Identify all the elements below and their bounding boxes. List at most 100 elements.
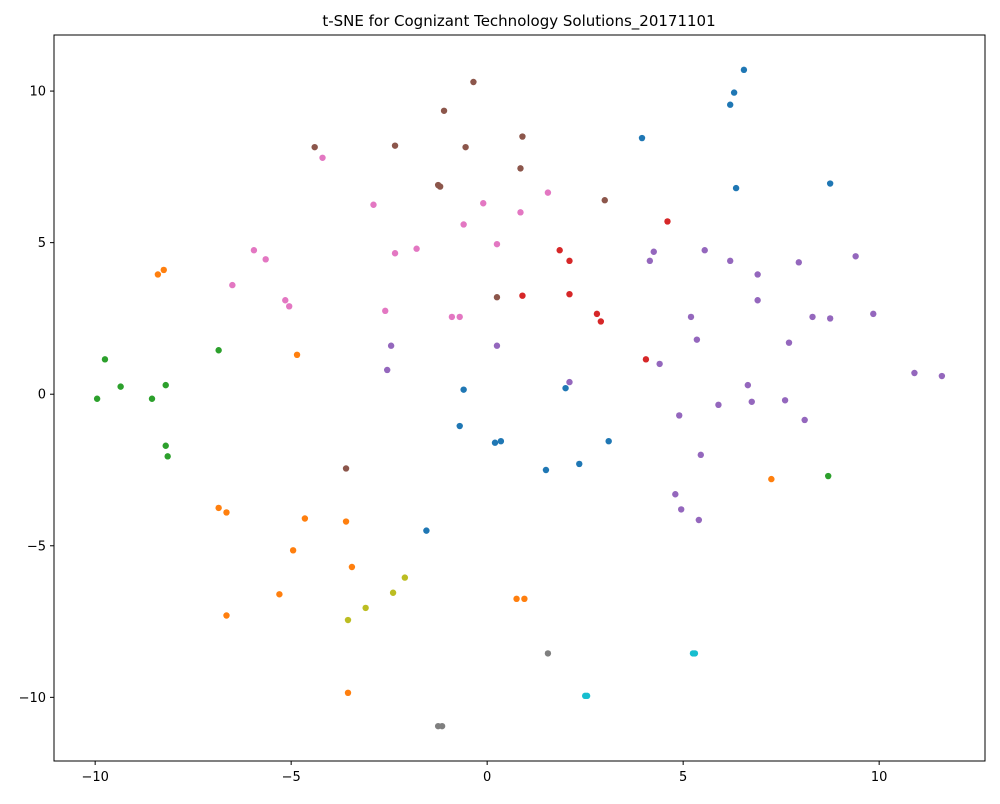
- x-tick-label: 0: [483, 770, 491, 785]
- data-point: [262, 256, 269, 263]
- series-2: [93, 347, 832, 480]
- data-point: [650, 248, 657, 255]
- data-point: [697, 451, 704, 459]
- data-point: [517, 165, 524, 172]
- chart-title: t-SNE for Cognizant Technology Solutions…: [322, 12, 715, 31]
- data-point: [672, 491, 679, 498]
- data-point: [423, 527, 430, 534]
- data-point: [286, 303, 293, 310]
- data-point: [493, 294, 501, 301]
- data-point: [164, 453, 171, 460]
- data-point: [276, 591, 283, 598]
- data-point: [519, 292, 526, 299]
- data-point: [754, 297, 761, 304]
- data-point: [456, 422, 463, 430]
- data-point: [470, 78, 477, 86]
- data-point: [440, 107, 448, 114]
- data-point: [727, 101, 734, 108]
- series-8: [344, 574, 409, 624]
- plot-area-frame: [53, 34, 986, 762]
- data-point: [809, 313, 816, 321]
- data-point: [148, 395, 156, 402]
- data-point: [289, 547, 297, 554]
- data-point: [795, 259, 802, 266]
- data-point: [768, 475, 775, 483]
- data-point: [250, 247, 258, 254]
- data-point: [301, 515, 309, 522]
- data-point: [101, 356, 109, 363]
- data-point: [542, 466, 550, 474]
- data-point: [384, 366, 391, 374]
- data-point: [344, 616, 352, 624]
- series-5: [311, 78, 608, 472]
- data-point: [852, 253, 859, 260]
- data-point: [480, 200, 487, 207]
- data-point: [223, 612, 230, 619]
- data-points: [93, 66, 946, 730]
- y-tick-label: 0: [38, 388, 46, 403]
- data-point: [870, 310, 877, 318]
- data-point: [583, 692, 591, 700]
- data-point: [676, 412, 683, 419]
- data-point: [513, 595, 520, 603]
- data-point: [493, 342, 501, 349]
- data-point: [732, 184, 740, 192]
- data-point: [282, 297, 289, 304]
- series-3: [519, 218, 671, 363]
- data-point: [744, 381, 752, 389]
- data-point: [434, 722, 442, 730]
- data-point: [562, 384, 569, 392]
- data-point: [362, 604, 369, 612]
- data-point: [160, 266, 167, 274]
- data-point: [664, 218, 671, 225]
- data-point: [730, 89, 738, 96]
- data-point: [460, 221, 467, 228]
- data-point: [593, 310, 601, 318]
- data-point: [448, 313, 456, 321]
- data-point: [93, 395, 101, 402]
- data-point: [544, 650, 552, 657]
- data-point: [597, 318, 605, 325]
- x-tick-label: 10: [871, 770, 888, 785]
- data-point: [801, 416, 808, 424]
- data-point: [781, 397, 789, 404]
- data-point: [311, 143, 318, 151]
- data-point: [117, 383, 124, 390]
- y-tick-label: −10: [19, 691, 46, 706]
- data-point: [348, 563, 356, 571]
- data-point: [566, 378, 573, 386]
- data-point: [344, 689, 352, 696]
- data-point: [436, 183, 444, 190]
- data-point: [826, 315, 834, 322]
- data-point: [413, 245, 420, 252]
- data-point: [491, 439, 499, 446]
- data-point: [319, 154, 326, 161]
- data-point: [748, 398, 755, 405]
- data-point: [391, 250, 399, 257]
- data-point: [566, 290, 573, 298]
- axis-ticks: −10 −5 0 5 10 −10 −5 0 5 10: [19, 85, 888, 785]
- data-point: [678, 506, 685, 513]
- data-point: [370, 201, 377, 208]
- data-point: [391, 142, 399, 149]
- data-point: [693, 336, 701, 343]
- data-point: [911, 369, 918, 377]
- data-point: [605, 438, 612, 445]
- data-point: [517, 209, 524, 216]
- x-tick-label: −5: [282, 770, 301, 785]
- data-point: [342, 465, 350, 472]
- data-point: [387, 342, 395, 349]
- data-point: [223, 509, 230, 516]
- y-tick-label: −5: [27, 539, 46, 554]
- data-point: [687, 313, 695, 321]
- x-tick-label: −10: [81, 770, 108, 785]
- data-point: [456, 313, 463, 321]
- data-point: [701, 247, 708, 254]
- series-7: [434, 650, 552, 730]
- series-0: [423, 66, 834, 534]
- data-point: [576, 460, 583, 468]
- series-1: [154, 266, 775, 696]
- data-point: [825, 472, 832, 480]
